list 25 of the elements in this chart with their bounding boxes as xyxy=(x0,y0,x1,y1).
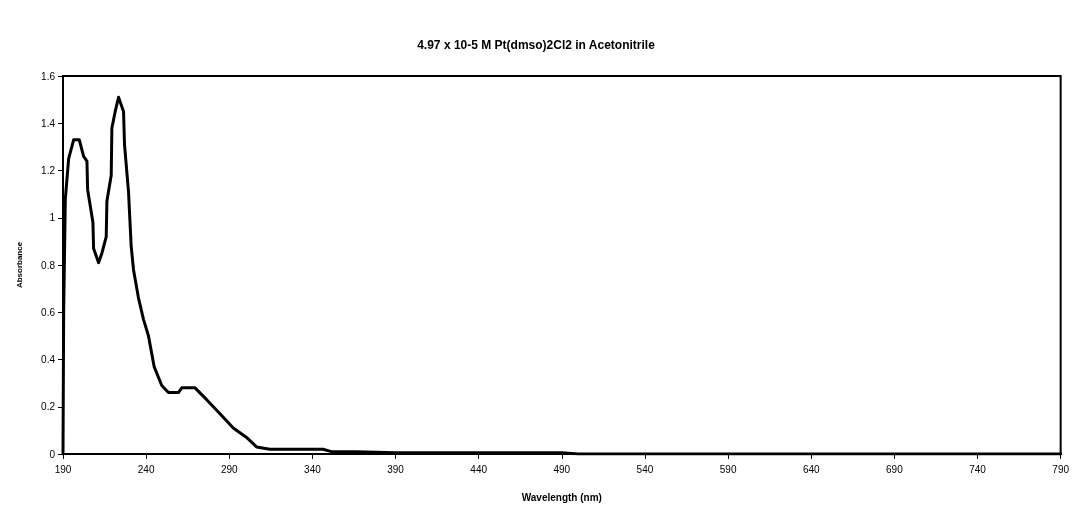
x-tick-label: 290 xyxy=(220,463,239,475)
x-tick-label: 390 xyxy=(387,463,405,475)
x-tick-label: 690 xyxy=(886,463,904,475)
x-axis-title: Wavelength (nm) xyxy=(521,491,602,503)
x-tick-label: 340 xyxy=(304,463,322,475)
y-tick-label: 1.2 xyxy=(41,165,56,176)
y-tick-label: 0.8 xyxy=(41,259,56,271)
x-tick-label: 440 xyxy=(470,463,488,475)
x-tick-label: 240 xyxy=(137,463,155,475)
x-tick-label: 190 xyxy=(54,463,72,475)
chart-title: 4.97 x 10-5 M Pt(dmso)2Cl2 in Acetonitrile xyxy=(417,38,656,52)
y-axis-title: Absorbance xyxy=(14,241,24,289)
x-tick-label: 790 xyxy=(1052,463,1070,475)
y-tick-label: 1 xyxy=(49,212,56,224)
x-tick-label: 590 xyxy=(719,463,737,475)
y-tick-label: 0 xyxy=(49,448,56,460)
x-tick-label: 740 xyxy=(969,463,987,475)
y-tick-label: 0.4 xyxy=(41,354,56,365)
y-tick-label: 1.6 xyxy=(41,70,56,82)
y-tick-label: 0.2 xyxy=(41,401,56,413)
y-tick-label: 1.4 xyxy=(41,117,56,129)
x-tick-label: 490 xyxy=(553,463,571,475)
y-tick-label: 0.6 xyxy=(41,306,56,318)
x-tick-label: 640 xyxy=(802,463,821,475)
x-tick-label: 540 xyxy=(636,463,654,475)
